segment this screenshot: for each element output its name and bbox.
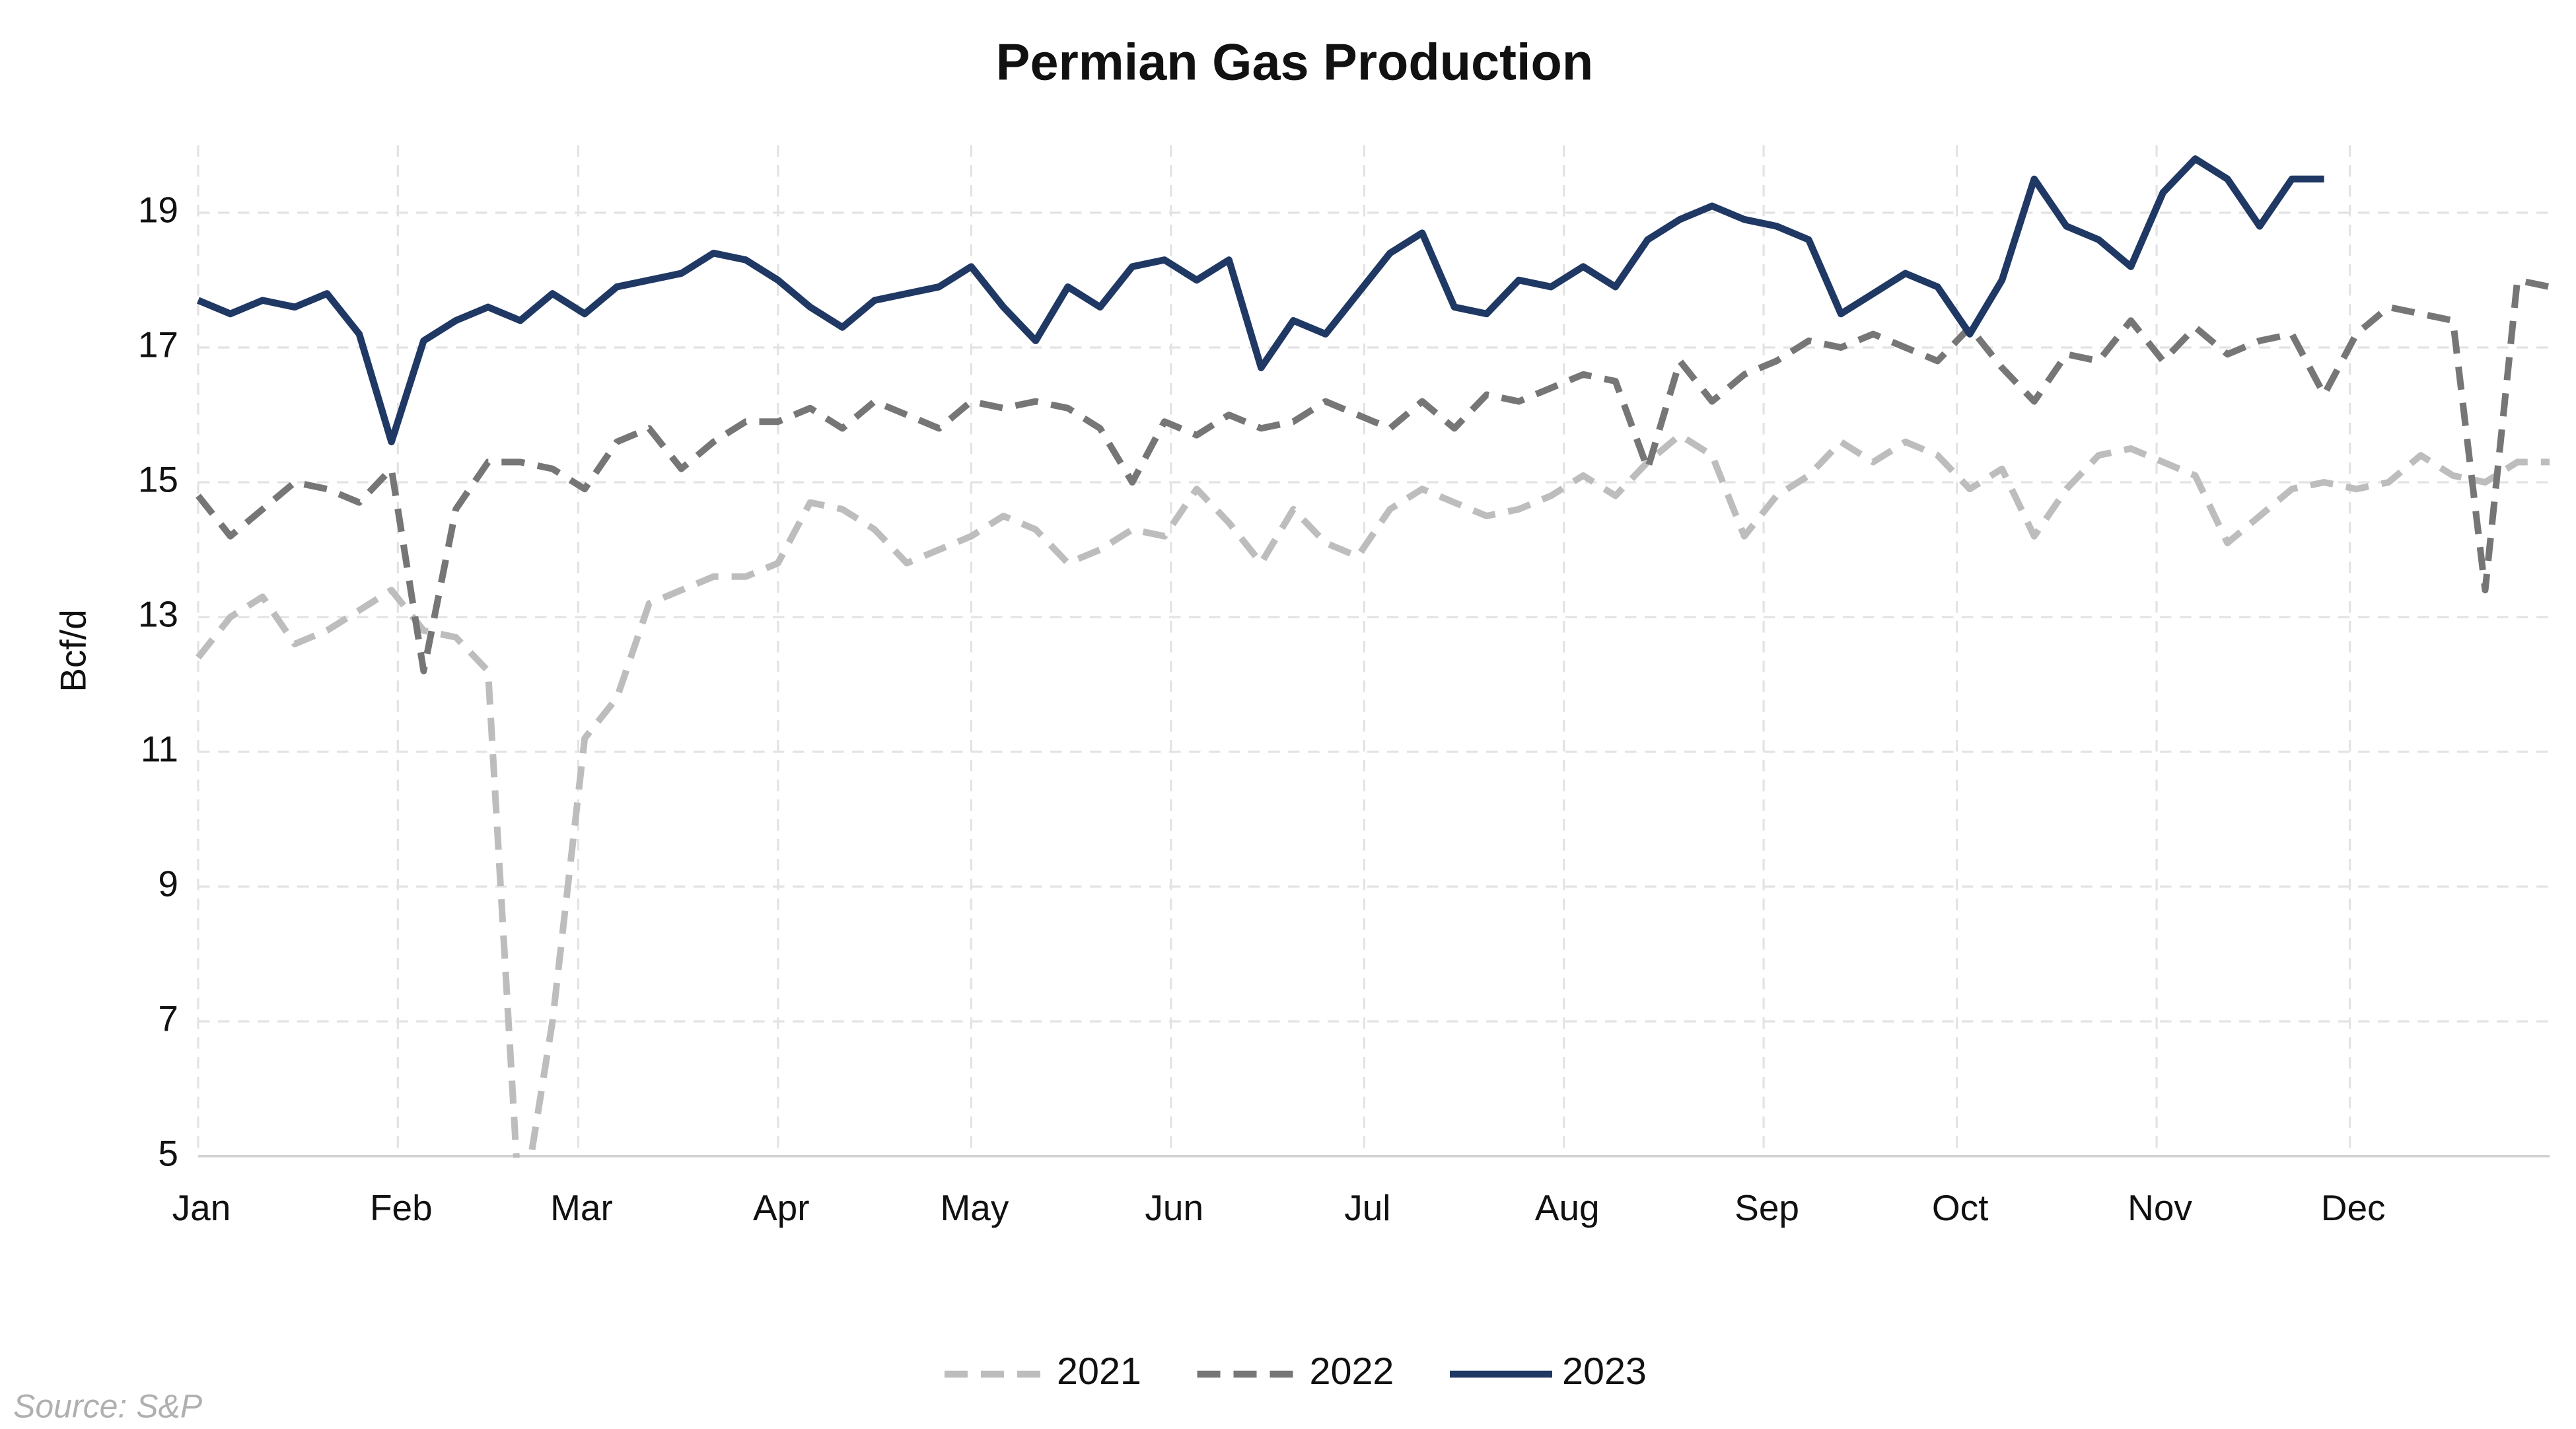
x-tick-label: Nov [2128,1187,2192,1228]
legend-label: 2021 [1057,1350,1141,1393]
line-series [196,431,2550,1158]
x-tick-label: Jan [172,1187,231,1228]
source-note: Source: S&P [13,1388,203,1425]
y-tick-label: 11 [141,729,178,770]
y-tick-label: 15 [138,459,178,500]
y-tick-label: 7 [158,998,178,1039]
y-axis-label: Bcf/d [53,609,94,692]
x-tick-label: Dec [2321,1187,2386,1228]
x-tick-label: Mar [550,1187,613,1228]
y-tick-label: 13 [138,594,178,635]
x-tick-label: Jul [1344,1187,1390,1228]
line-series [196,276,2551,675]
legend-label: 2022 [1310,1350,1394,1393]
x-tick-label: Apr [753,1187,810,1228]
line-series [196,155,2324,446]
x-tick-label: Feb [370,1187,433,1228]
plot-area [196,155,2551,1158]
x-tick-label: May [940,1187,1009,1228]
y-tick-label: 9 [158,863,178,904]
y-tick-label: 5 [158,1133,178,1174]
x-tick-label: Jun [1145,1187,1203,1228]
x-tick-label: Oct [1932,1187,1989,1228]
y-tick-label: 19 [138,190,178,231]
y-tick-label: 17 [138,324,178,365]
x-tick-label: Sep [1735,1187,1799,1228]
chart-title: Permian Gas Production [996,34,1593,91]
legend-label: 2023 [1562,1350,1647,1393]
x-tick-label: Aug [1535,1187,1600,1228]
